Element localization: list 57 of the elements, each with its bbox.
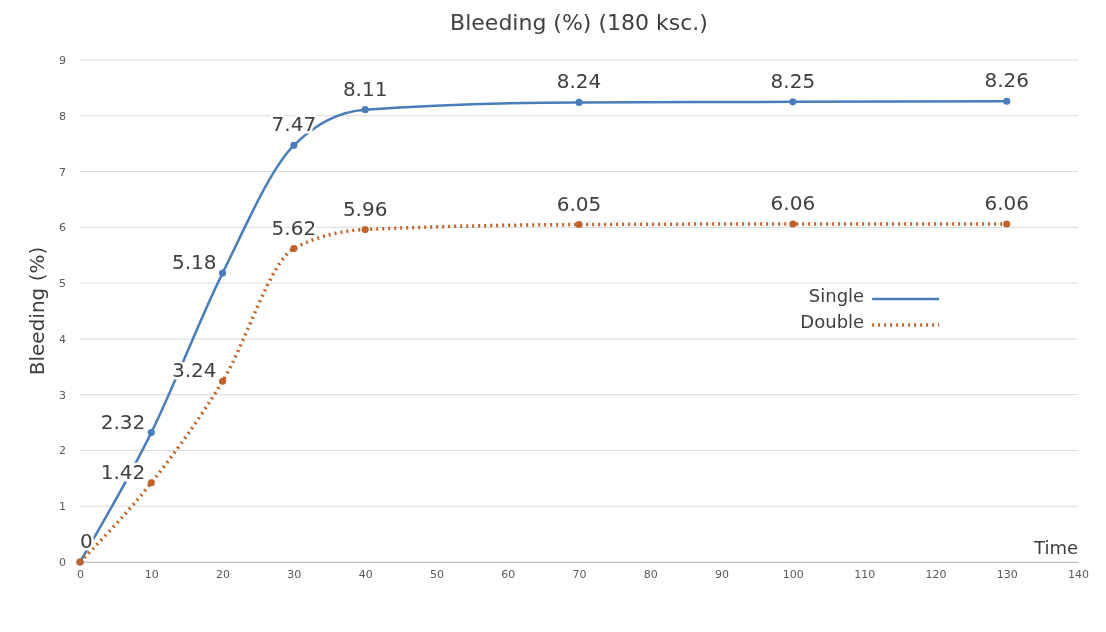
data-label: 5.96 (342, 196, 388, 221)
x-tick-label: 110 (854, 567, 876, 581)
point (219, 269, 227, 277)
x-tick-label: 0 (77, 567, 84, 581)
x-tick-label: 90 (715, 567, 730, 581)
point (1003, 220, 1011, 228)
data-label: 6.05 (556, 191, 602, 216)
y-tick-label: 8 (59, 109, 66, 123)
point (789, 220, 797, 228)
y-tick-label: 9 (59, 54, 66, 68)
point (789, 98, 797, 106)
point (361, 226, 369, 234)
x-tick-label: 10 (144, 567, 159, 581)
data-label: 8.25 (770, 68, 816, 93)
y-tick-label: 4 (59, 332, 66, 346)
data-label: 8.24 (556, 69, 602, 94)
chart-title: Bleeding (%) (180 ksc.) (450, 10, 708, 35)
y-tick-label: 0 (59, 556, 66, 570)
point (361, 106, 369, 114)
x-tick-label: 80 (643, 567, 658, 581)
y-tick-label: 7 (59, 165, 66, 179)
y-tick-label: 2 (59, 444, 66, 458)
data-label: 5.62 (271, 215, 317, 240)
x-tick-label: 140 (1068, 567, 1089, 581)
point (575, 98, 583, 106)
data-label: 6.06 (770, 190, 816, 215)
x-tick-label: 40 (358, 567, 373, 581)
x-tick-label: 130 (996, 567, 1018, 581)
data-label: 2.32 (100, 409, 146, 434)
data-label: 8.26 (984, 68, 1029, 93)
x-tick-label: 30 (287, 567, 302, 581)
point (147, 429, 155, 437)
x-tick-label: 100 (782, 567, 804, 581)
x-axis-title: Time (1032, 537, 1078, 558)
data-label: 0 (80, 529, 93, 553)
data-label: 5.18 (172, 250, 217, 275)
point (147, 479, 155, 487)
legend-label: Double (800, 311, 865, 333)
x-tick-label: 120 (925, 567, 947, 581)
point (290, 141, 298, 149)
x-tick-label: 20 (216, 567, 231, 581)
point (290, 244, 298, 253)
data-label: 7.47 (271, 112, 317, 137)
legend-label: Single (808, 285, 865, 307)
point (1003, 97, 1011, 105)
y-tick-label: 5 (59, 277, 66, 291)
x-tick-label: 60 (501, 567, 516, 581)
y-tick-label: 6 (59, 221, 66, 235)
x-tick-label: 70 (572, 567, 587, 581)
data-label: 8.11 (342, 76, 388, 101)
data-label: 6.06 (984, 190, 1029, 215)
point (219, 377, 227, 385)
x-tick-label: 50 (429, 567, 444, 581)
y-axis-title: Bleeding (%) (25, 246, 49, 376)
y-tick-label: 1 (59, 500, 66, 514)
y-tick-label: 3 (59, 388, 66, 402)
point (575, 220, 583, 229)
